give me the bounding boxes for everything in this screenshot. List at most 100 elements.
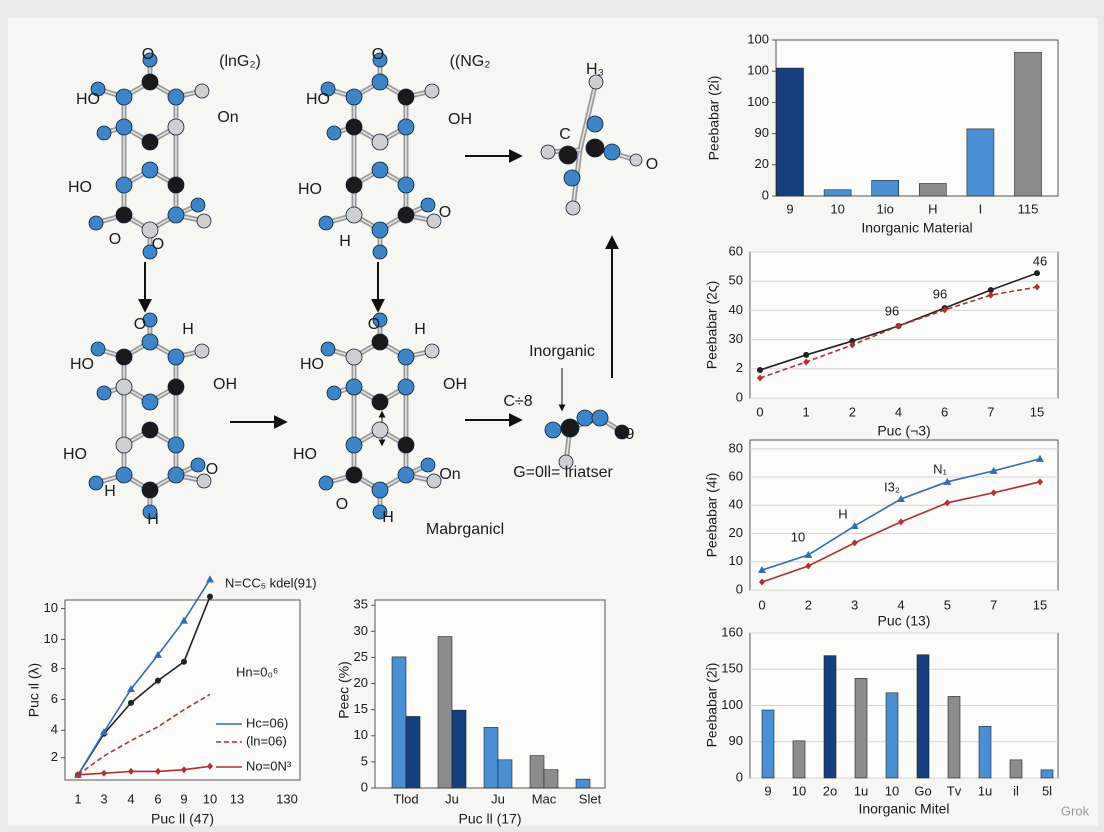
molecule-label: HO — [293, 446, 317, 463]
atom — [560, 418, 580, 438]
y-tick-label: 100 — [747, 63, 769, 78]
marker — [1036, 454, 1044, 462]
bar — [405, 716, 421, 789]
atom — [115, 348, 133, 366]
bar — [437, 636, 453, 789]
y-tick-label: 10 — [44, 600, 58, 615]
atom — [141, 221, 159, 239]
y-tick-label: 20 — [354, 675, 368, 690]
bar — [1040, 769, 1054, 779]
molecule-label: H — [414, 321, 426, 338]
atom — [397, 118, 415, 136]
atom — [194, 343, 210, 359]
line — [77, 693, 211, 776]
annotation: 96 — [885, 303, 899, 318]
x-axis-label: Puc ll (17) — [458, 811, 521, 827]
legend-label: N=CC₅ kdel(91) — [225, 575, 317, 590]
x-tick-label: Tv — [947, 783, 962, 798]
marker — [154, 650, 162, 658]
molecule-label: O — [152, 236, 164, 253]
marker — [898, 518, 904, 526]
atom — [345, 436, 363, 454]
atom — [115, 176, 133, 194]
y-tick-label: 60 — [729, 468, 743, 483]
x-tick-label: 6 — [941, 404, 948, 419]
atom — [141, 333, 159, 351]
x-tick-label: 1io — [877, 201, 894, 216]
bar — [529, 755, 545, 789]
atom — [345, 88, 363, 106]
atom — [142, 312, 158, 328]
atom — [397, 206, 415, 224]
molecule-label: O — [368, 316, 380, 333]
x-tick-label: 13 — [230, 791, 244, 806]
x-axis-label: Inorganic Mitel — [858, 801, 949, 817]
bar — [966, 128, 995, 197]
molecule-label: HO — [306, 91, 330, 108]
x-tick-label: 9 — [180, 791, 187, 806]
atom — [345, 378, 363, 396]
y-tick-label: 150 — [721, 661, 743, 676]
plot-frame — [64, 599, 301, 781]
annotation: 96 — [933, 286, 947, 301]
annotation: Hn=0₀⁶ — [236, 664, 278, 679]
x-tick-label: 1 — [74, 791, 81, 806]
molecule-label: H — [104, 483, 116, 500]
x-tick-label: I — [979, 201, 983, 216]
molecule-label: H — [182, 321, 194, 338]
marker — [1034, 283, 1040, 291]
x-tick-label: Mac — [532, 791, 557, 806]
x-tick-label: 2o — [823, 783, 837, 798]
marker — [180, 616, 188, 624]
y-tick-label: 100 — [747, 94, 769, 109]
atom — [96, 385, 112, 401]
marker — [805, 562, 812, 570]
atom — [585, 138, 605, 158]
plot-frame — [775, 39, 1059, 197]
atom — [115, 88, 133, 106]
atom — [142, 52, 158, 68]
molecule-label: H — [382, 509, 394, 526]
molecule-label: On — [217, 109, 238, 126]
atom — [167, 206, 185, 224]
molecule-label: Mabrganicl — [426, 521, 504, 538]
atom — [115, 466, 133, 484]
y-tick-label: 10 — [729, 553, 743, 568]
atom — [141, 393, 159, 411]
x-tick-label: 0 — [758, 597, 765, 612]
y-axis-label: Peec (%) — [336, 661, 352, 719]
x-tick-label: 7 — [990, 597, 997, 612]
molecule-label: 9 — [626, 426, 635, 443]
y-tick-label: 25 — [354, 649, 368, 664]
bar — [776, 67, 804, 197]
atom — [420, 197, 436, 213]
atom — [320, 341, 336, 357]
marker — [850, 521, 859, 529]
y-axis-label: Peebabar (2ς) — [704, 281, 720, 369]
atom — [326, 385, 342, 401]
y-tick-label: 0 — [361, 779, 368, 794]
y-tick-label: 8 — [51, 660, 58, 675]
atom — [372, 312, 388, 328]
atom — [371, 221, 389, 239]
y-tick-label: 6 — [51, 691, 58, 706]
x-tick-label: Ju — [491, 791, 505, 806]
y-tick-label: 60 — [729, 243, 743, 258]
bar — [871, 180, 900, 197]
marker — [206, 575, 214, 583]
atom — [115, 436, 133, 454]
atom — [540, 144, 556, 160]
molecule-label: ((NG₂ — [450, 53, 491, 70]
marker — [1034, 270, 1040, 277]
atom — [614, 424, 630, 440]
atom — [558, 454, 574, 470]
atom — [371, 73, 389, 91]
y-tick-label: 40 — [729, 302, 743, 317]
bar — [497, 759, 513, 789]
x-tick-label: 10 — [885, 783, 899, 798]
atom — [426, 473, 442, 489]
marker — [804, 550, 813, 558]
atom — [345, 348, 363, 366]
atom — [345, 206, 363, 224]
